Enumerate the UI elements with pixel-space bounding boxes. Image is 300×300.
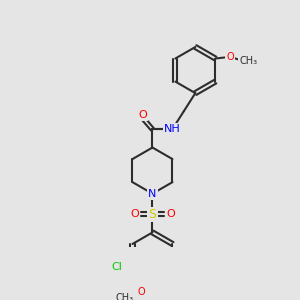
Text: O: O bbox=[226, 52, 234, 62]
Text: O: O bbox=[137, 287, 145, 297]
Text: N: N bbox=[148, 189, 157, 199]
Text: O: O bbox=[130, 209, 139, 219]
Text: CH₃: CH₃ bbox=[116, 293, 134, 300]
Text: Cl: Cl bbox=[111, 262, 122, 272]
Text: S: S bbox=[148, 208, 157, 221]
Text: NH: NH bbox=[164, 124, 181, 134]
Text: O: O bbox=[138, 110, 147, 120]
Text: CH₃: CH₃ bbox=[239, 56, 257, 66]
Text: O: O bbox=[166, 209, 175, 219]
